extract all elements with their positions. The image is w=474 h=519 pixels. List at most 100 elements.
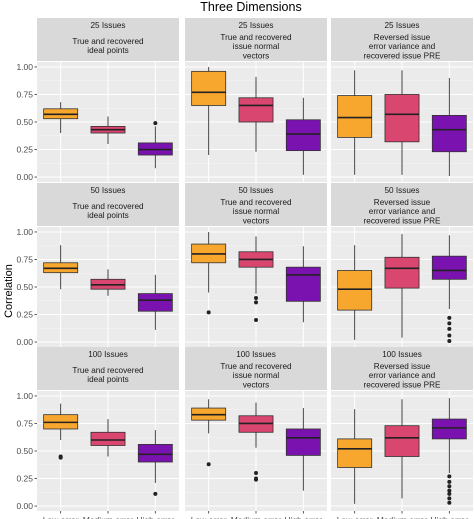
y-tick-label: 0.75: [16, 419, 33, 429]
facet-column-title: error variance and: [369, 42, 436, 51]
x-tick-label: Medium error: [83, 515, 134, 519]
box-outlier: [447, 491, 452, 496]
box-outlier: [254, 300, 258, 305]
facet-row-label: 25 Issues: [384, 21, 419, 30]
box-outlier: [447, 333, 452, 338]
facet-column-title: True and recovered: [72, 202, 144, 211]
facet-column-title: Reversed issue: [374, 362, 431, 371]
y-tick-label: 1.00: [16, 62, 33, 72]
facet-column-title: Reversed issue: [374, 33, 431, 42]
y-tick-label: 1.00: [16, 227, 33, 237]
box: [285, 428, 321, 456]
facet-column-title: True and recovered: [220, 33, 292, 42]
x-tick-label: Medium error: [231, 515, 282, 519]
box-outlier: [447, 479, 452, 484]
facet-column-title: ideal points: [87, 375, 128, 384]
y-tick-label: 0.00: [16, 501, 33, 511]
box: [384, 425, 420, 457]
x-tick-label: Low error: [43, 515, 79, 519]
y-tick-label: 0.50: [16, 446, 33, 456]
chart-title: Three Dimensions: [200, 0, 301, 14]
box-outlier: [153, 121, 158, 126]
facet-column-title: issue normal: [233, 371, 280, 380]
y-tick-label: 0.50: [16, 117, 33, 127]
box: [384, 94, 420, 143]
box: [238, 97, 274, 123]
box: [137, 293, 173, 312]
box: [431, 255, 467, 280]
box-outlier: [254, 477, 258, 482]
facet-row-label: 50 Issues: [384, 186, 419, 195]
x-tick-label: High error: [430, 515, 468, 519]
box-outlier: [447, 474, 452, 479]
box: [337, 438, 373, 468]
box: [431, 418, 467, 440]
facet-column-title: recovered issue PRE: [364, 216, 441, 225]
facet-strip: [185, 18, 327, 61]
facet-strip: [331, 347, 473, 390]
facet-column-title: error variance and: [369, 371, 436, 380]
facet-column-title: issue normal: [233, 207, 280, 216]
box: [137, 443, 173, 463]
box: [285, 119, 321, 152]
facet-strip: [185, 183, 327, 226]
facet-row-label: 50 Issues: [90, 186, 125, 195]
box-outlier: [153, 491, 158, 496]
facet-column-title: recovered issue PRE: [364, 380, 441, 389]
facet-strip: [331, 18, 473, 61]
box-outlier: [447, 338, 452, 343]
facet-row-label: 25 Issues: [90, 21, 125, 30]
y-tick-label: 0.25: [16, 310, 33, 320]
facet-column-title: vectors: [243, 51, 269, 60]
box-outlier: [254, 471, 258, 476]
facet-column-title: True and recovered: [72, 366, 144, 375]
y-tick-label: 0.25: [16, 145, 33, 155]
facet-row-label: 100 Issues: [88, 350, 128, 359]
facet-column-title: True and recovered: [220, 198, 292, 207]
facet-column-title: True and recovered: [72, 37, 144, 46]
facet-column-title: error variance and: [369, 207, 436, 216]
box-outlier: [206, 310, 211, 315]
x-tick-label: Medium error: [377, 515, 428, 519]
box-outlier: [58, 455, 63, 460]
facet-strip: [37, 347, 179, 390]
box-outlier: [447, 500, 452, 505]
x-tick-label: Low error: [191, 515, 227, 519]
y-tick-label: 0.00: [16, 337, 33, 347]
box-outlier: [254, 318, 258, 323]
facet-row-label: 100 Issues: [236, 350, 276, 359]
box-outlier: [254, 296, 258, 301]
box-outlier: [447, 321, 452, 326]
facet-column-title: Reversed issue: [374, 198, 431, 207]
y-tick-label: 0.50: [16, 282, 33, 292]
facet-strip: [331, 183, 473, 226]
panels: 0.00 0.25 0.50 0.75 1.00 25 Issues True and re…: [16, 18, 473, 519]
facet-column-title: vectors: [243, 380, 269, 389]
facet-column-title: recovered issue PRE: [364, 51, 441, 60]
y-tick-label: 1.00: [16, 391, 33, 401]
box: [384, 256, 420, 289]
facet-strip: [185, 347, 327, 390]
box-outlier: [206, 462, 211, 467]
y-tick-label: 0.75: [16, 90, 33, 100]
y-tick-label: 0.75: [16, 255, 33, 265]
box-outlier: [447, 488, 452, 493]
y-tick-label: 0.25: [16, 474, 33, 484]
box: [337, 95, 373, 138]
facet-column-title: vectors: [243, 216, 269, 225]
box-outlier: [447, 326, 452, 331]
box: [285, 266, 321, 302]
x-tick-label: High error: [284, 515, 322, 519]
y-tick-label: 0.00: [16, 172, 33, 182]
facet-strip: [37, 183, 179, 226]
facet-column-title: ideal points: [87, 211, 128, 220]
facet-row-label: 50 Issues: [238, 186, 273, 195]
box-outlier: [447, 315, 452, 320]
